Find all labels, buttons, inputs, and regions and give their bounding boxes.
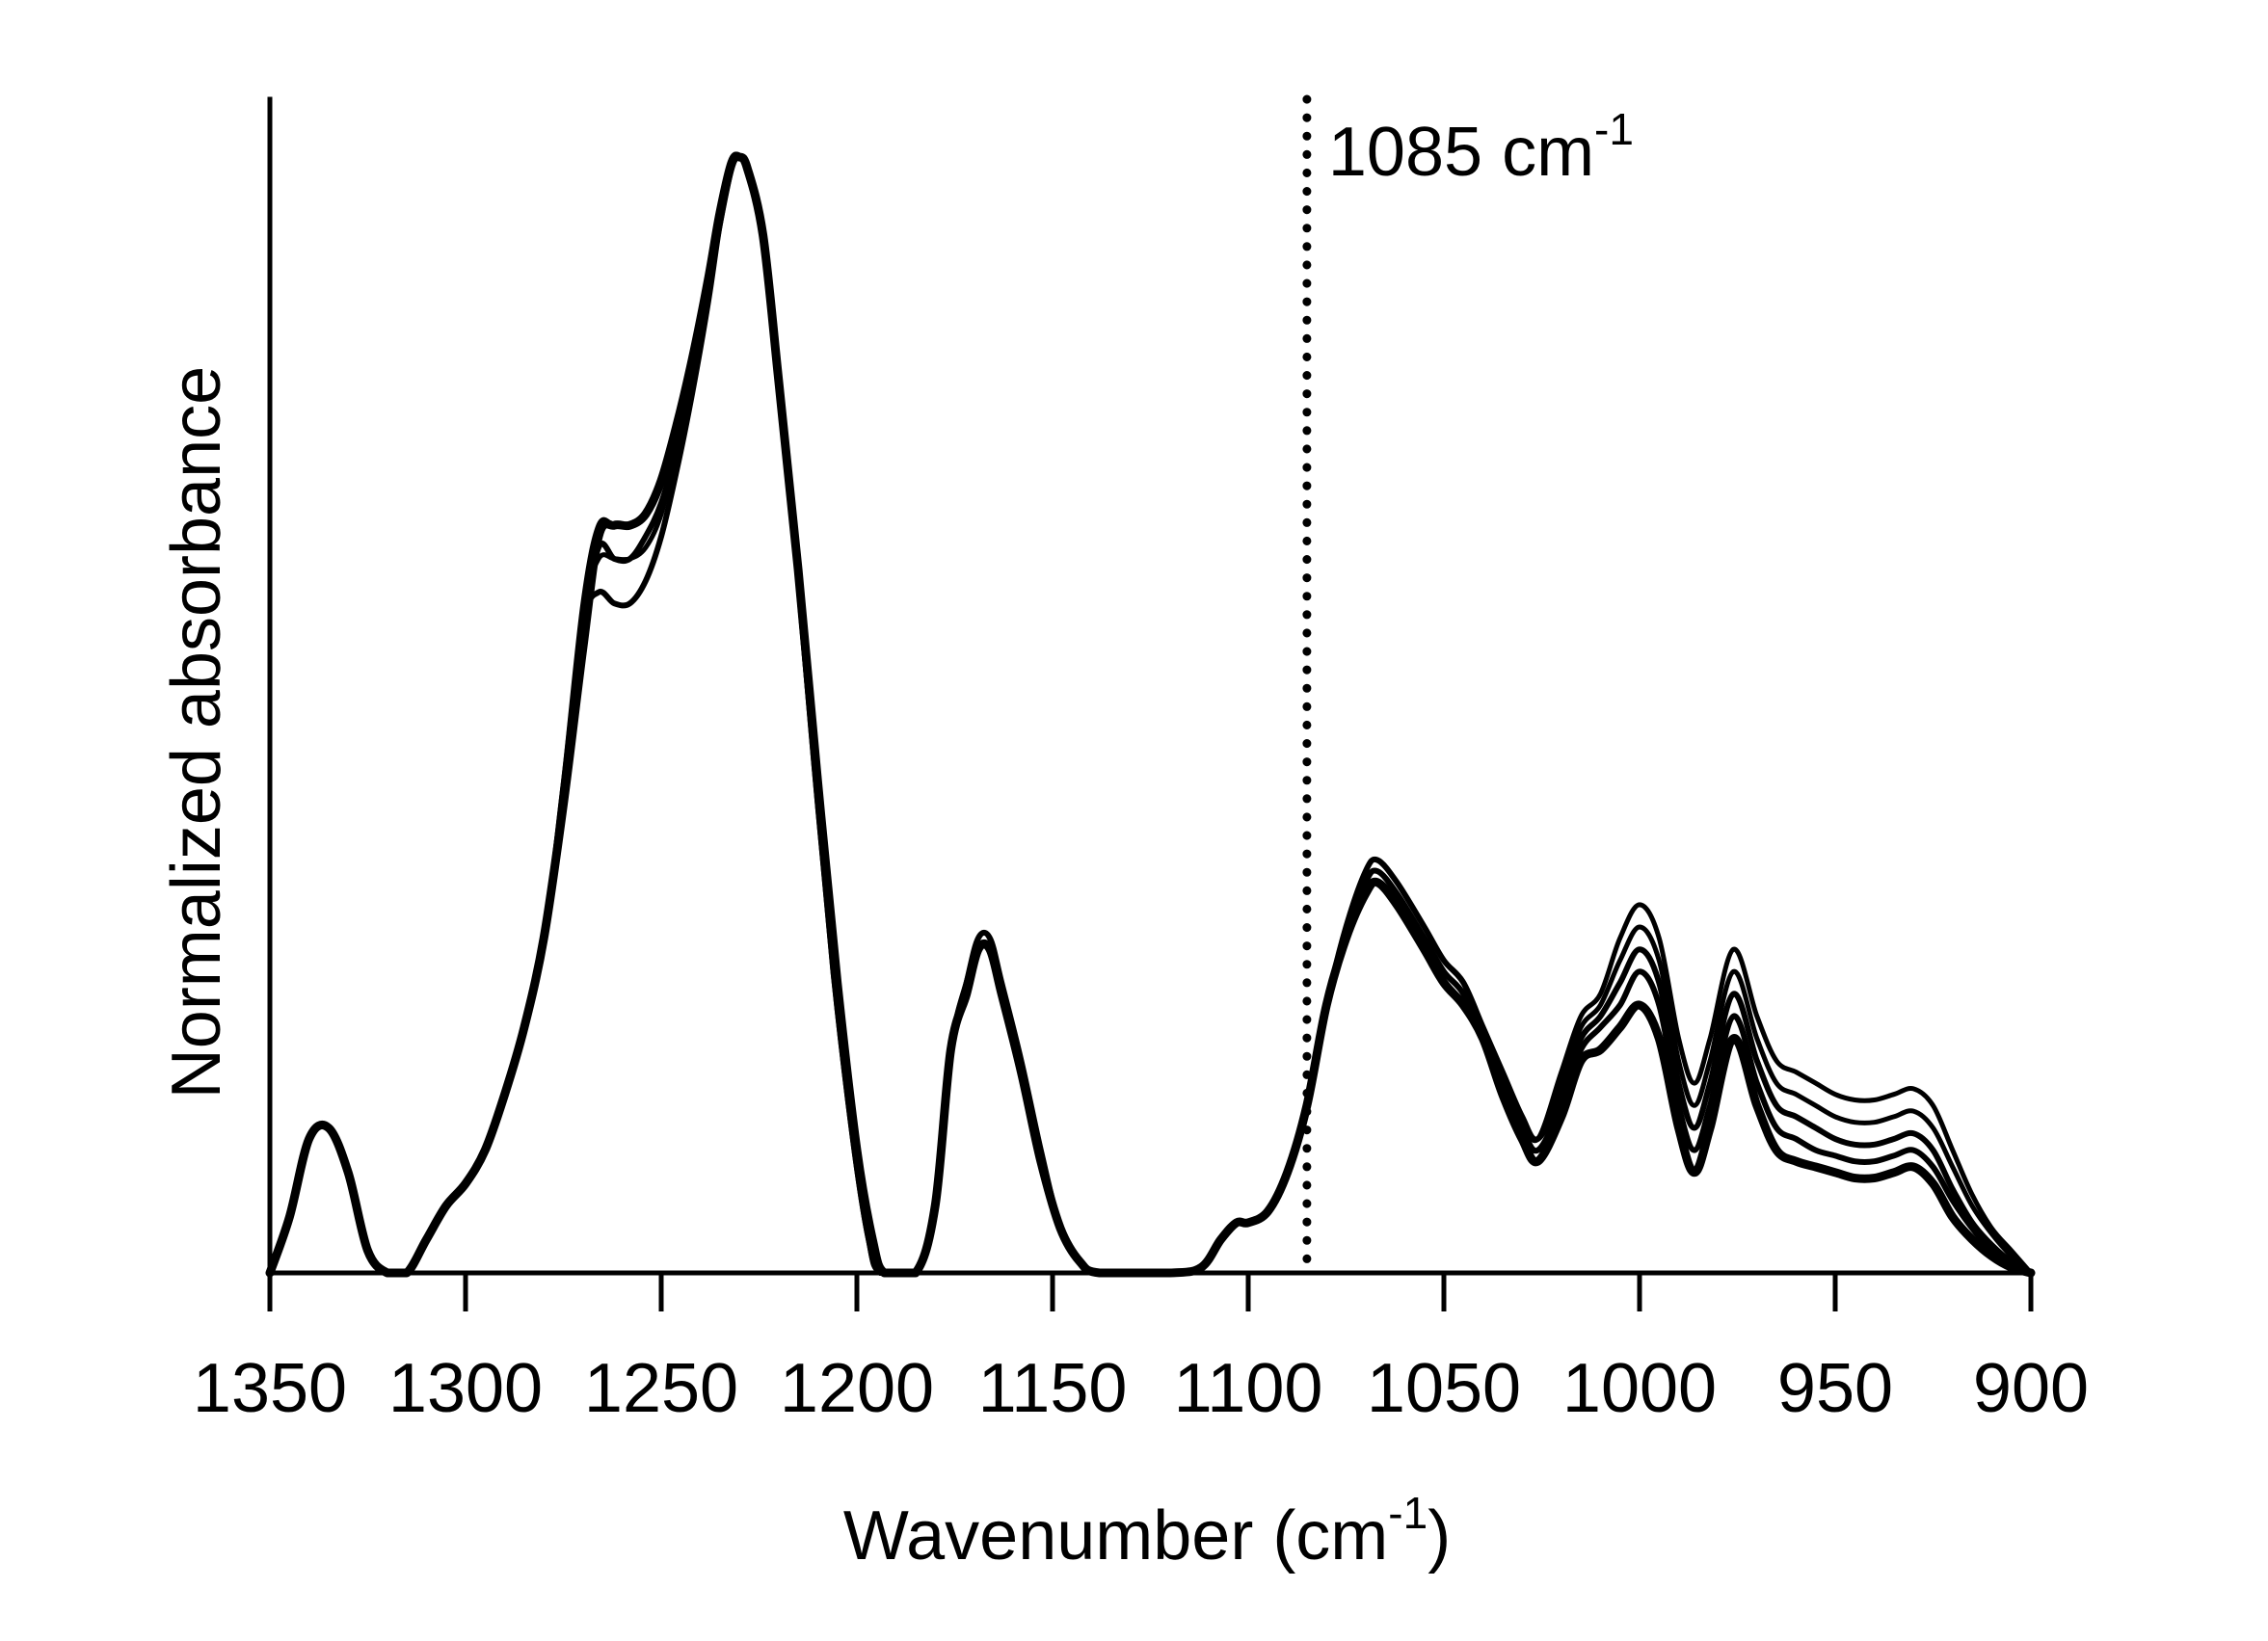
x-tick-label-1250: 1250: [584, 1350, 738, 1427]
spectra-series-group: [265, 151, 2036, 1278]
x-tick-label-1350: 1350: [193, 1350, 347, 1427]
x-tick-label-1200: 1200: [780, 1350, 934, 1427]
x-axis-title-end: ): [1428, 1497, 1451, 1575]
y-axis-title: Normalized absorbance: [158, 366, 235, 1098]
x-tick-label-900: 900: [1973, 1350, 2089, 1427]
x-tick-label-1150: 1150: [978, 1350, 1128, 1427]
x-tick-label-1000: 1000: [1562, 1350, 1717, 1427]
spectrum-line-2: [267, 154, 2034, 1277]
x-axis-title-main: Wavenumber (cm: [843, 1497, 1388, 1575]
reference-label-sup: -1: [1594, 104, 1634, 154]
reference-line-label: 1085 cm-1: [1328, 104, 1634, 191]
x-tick-label-1100: 1100: [1174, 1350, 1323, 1427]
x-tick-label-1050: 1050: [1367, 1350, 1521, 1427]
x-tick-label-1300: 1300: [388, 1350, 543, 1427]
x-axis-title: Wavenumber (cm-1): [843, 1488, 1451, 1575]
spectrum-line-5: [267, 153, 2034, 1276]
x-tick-label-950: 950: [1777, 1350, 1893, 1427]
reference-label-main: 1085 cm: [1328, 114, 1594, 191]
x-axis-title-sup: -1: [1388, 1488, 1428, 1538]
x-axis-ticks: 1350 1300 1250 1200 1150 1100 1050 1000 950 900: [193, 1273, 2089, 1427]
